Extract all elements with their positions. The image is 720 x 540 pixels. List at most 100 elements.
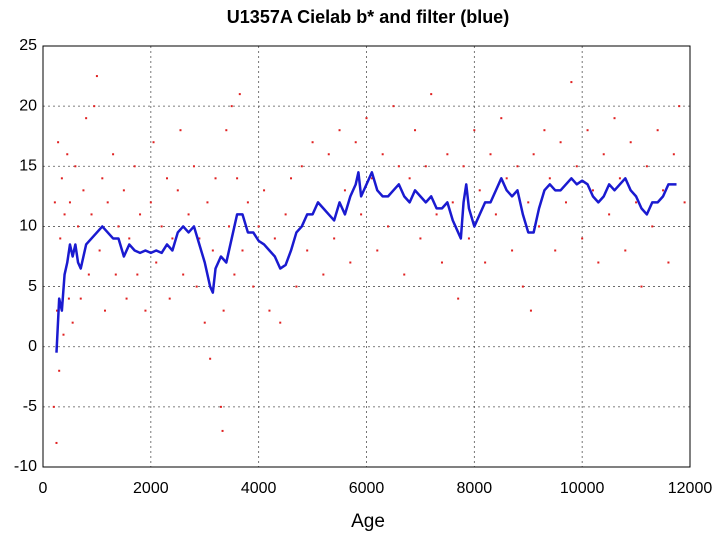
point bbox=[152, 141, 155, 144]
point bbox=[221, 429, 224, 432]
point bbox=[548, 177, 551, 180]
point bbox=[327, 153, 330, 156]
point bbox=[290, 177, 293, 180]
point bbox=[365, 117, 368, 120]
point bbox=[133, 165, 136, 168]
point bbox=[575, 165, 578, 168]
point bbox=[570, 81, 573, 84]
point bbox=[98, 249, 101, 252]
point bbox=[182, 273, 185, 276]
point bbox=[586, 129, 589, 132]
point bbox=[446, 153, 449, 156]
point bbox=[532, 153, 535, 156]
point bbox=[338, 129, 341, 132]
point bbox=[74, 165, 77, 168]
point bbox=[222, 309, 225, 312]
point bbox=[457, 297, 460, 300]
x-tick-label: 0 bbox=[39, 480, 48, 497]
point bbox=[236, 177, 239, 180]
point bbox=[60, 177, 63, 180]
point bbox=[381, 153, 384, 156]
point bbox=[516, 165, 519, 168]
point bbox=[257, 225, 260, 228]
point bbox=[543, 129, 546, 132]
point bbox=[435, 213, 438, 216]
point bbox=[144, 309, 147, 312]
point bbox=[538, 225, 541, 228]
point bbox=[343, 189, 346, 192]
point bbox=[602, 153, 605, 156]
point bbox=[263, 189, 266, 192]
point bbox=[667, 261, 670, 264]
point bbox=[58, 369, 61, 372]
point bbox=[467, 237, 470, 240]
point bbox=[104, 309, 107, 312]
point bbox=[370, 177, 373, 180]
point bbox=[52, 405, 55, 408]
point bbox=[672, 153, 675, 156]
point bbox=[230, 105, 233, 108]
point bbox=[651, 225, 654, 228]
x-tick-label: 12000 bbox=[668, 480, 713, 497]
point bbox=[225, 129, 228, 132]
point bbox=[125, 297, 128, 300]
point bbox=[128, 237, 131, 240]
point bbox=[554, 249, 557, 252]
point bbox=[279, 321, 282, 324]
x-tick-label: 4000 bbox=[241, 480, 277, 497]
point bbox=[618, 177, 621, 180]
y-tick-label: -10 bbox=[14, 458, 37, 475]
point bbox=[139, 213, 142, 216]
point bbox=[101, 177, 104, 180]
point bbox=[56, 309, 59, 312]
point bbox=[613, 117, 616, 120]
point bbox=[203, 321, 206, 324]
point bbox=[168, 297, 171, 300]
point bbox=[67, 297, 70, 300]
y-tick-label: 20 bbox=[19, 97, 37, 114]
plot-frame bbox=[42, 45, 691, 468]
point bbox=[55, 441, 58, 444]
point bbox=[211, 249, 214, 252]
point bbox=[322, 273, 325, 276]
point bbox=[233, 273, 236, 276]
point bbox=[176, 189, 179, 192]
point bbox=[683, 201, 686, 204]
point bbox=[206, 201, 209, 204]
point bbox=[451, 201, 454, 204]
point bbox=[333, 237, 336, 240]
point bbox=[521, 285, 524, 288]
point bbox=[106, 201, 109, 204]
point bbox=[238, 93, 241, 96]
x-tick-label: 8000 bbox=[457, 480, 493, 497]
point bbox=[500, 117, 503, 120]
point bbox=[295, 285, 298, 288]
x-tick-label: 6000 bbox=[349, 480, 385, 497]
point bbox=[511, 249, 514, 252]
point bbox=[214, 177, 217, 180]
point bbox=[228, 225, 231, 228]
point bbox=[90, 213, 93, 216]
point bbox=[62, 333, 65, 336]
filter-line bbox=[55, 171, 677, 353]
point bbox=[591, 189, 594, 192]
point bbox=[149, 201, 152, 204]
x-axis-label: Age bbox=[351, 511, 385, 532]
point bbox=[79, 297, 82, 300]
point bbox=[155, 261, 158, 264]
point bbox=[678, 105, 681, 108]
point bbox=[414, 129, 417, 132]
point bbox=[71, 321, 74, 324]
point bbox=[656, 129, 659, 132]
y-tick-label: 10 bbox=[19, 218, 37, 235]
point bbox=[300, 165, 303, 168]
point bbox=[484, 261, 487, 264]
point bbox=[77, 225, 80, 228]
point bbox=[635, 201, 638, 204]
point bbox=[187, 213, 190, 216]
point bbox=[354, 141, 357, 144]
point bbox=[662, 189, 665, 192]
point bbox=[629, 141, 632, 144]
point bbox=[273, 237, 276, 240]
point bbox=[564, 201, 567, 204]
